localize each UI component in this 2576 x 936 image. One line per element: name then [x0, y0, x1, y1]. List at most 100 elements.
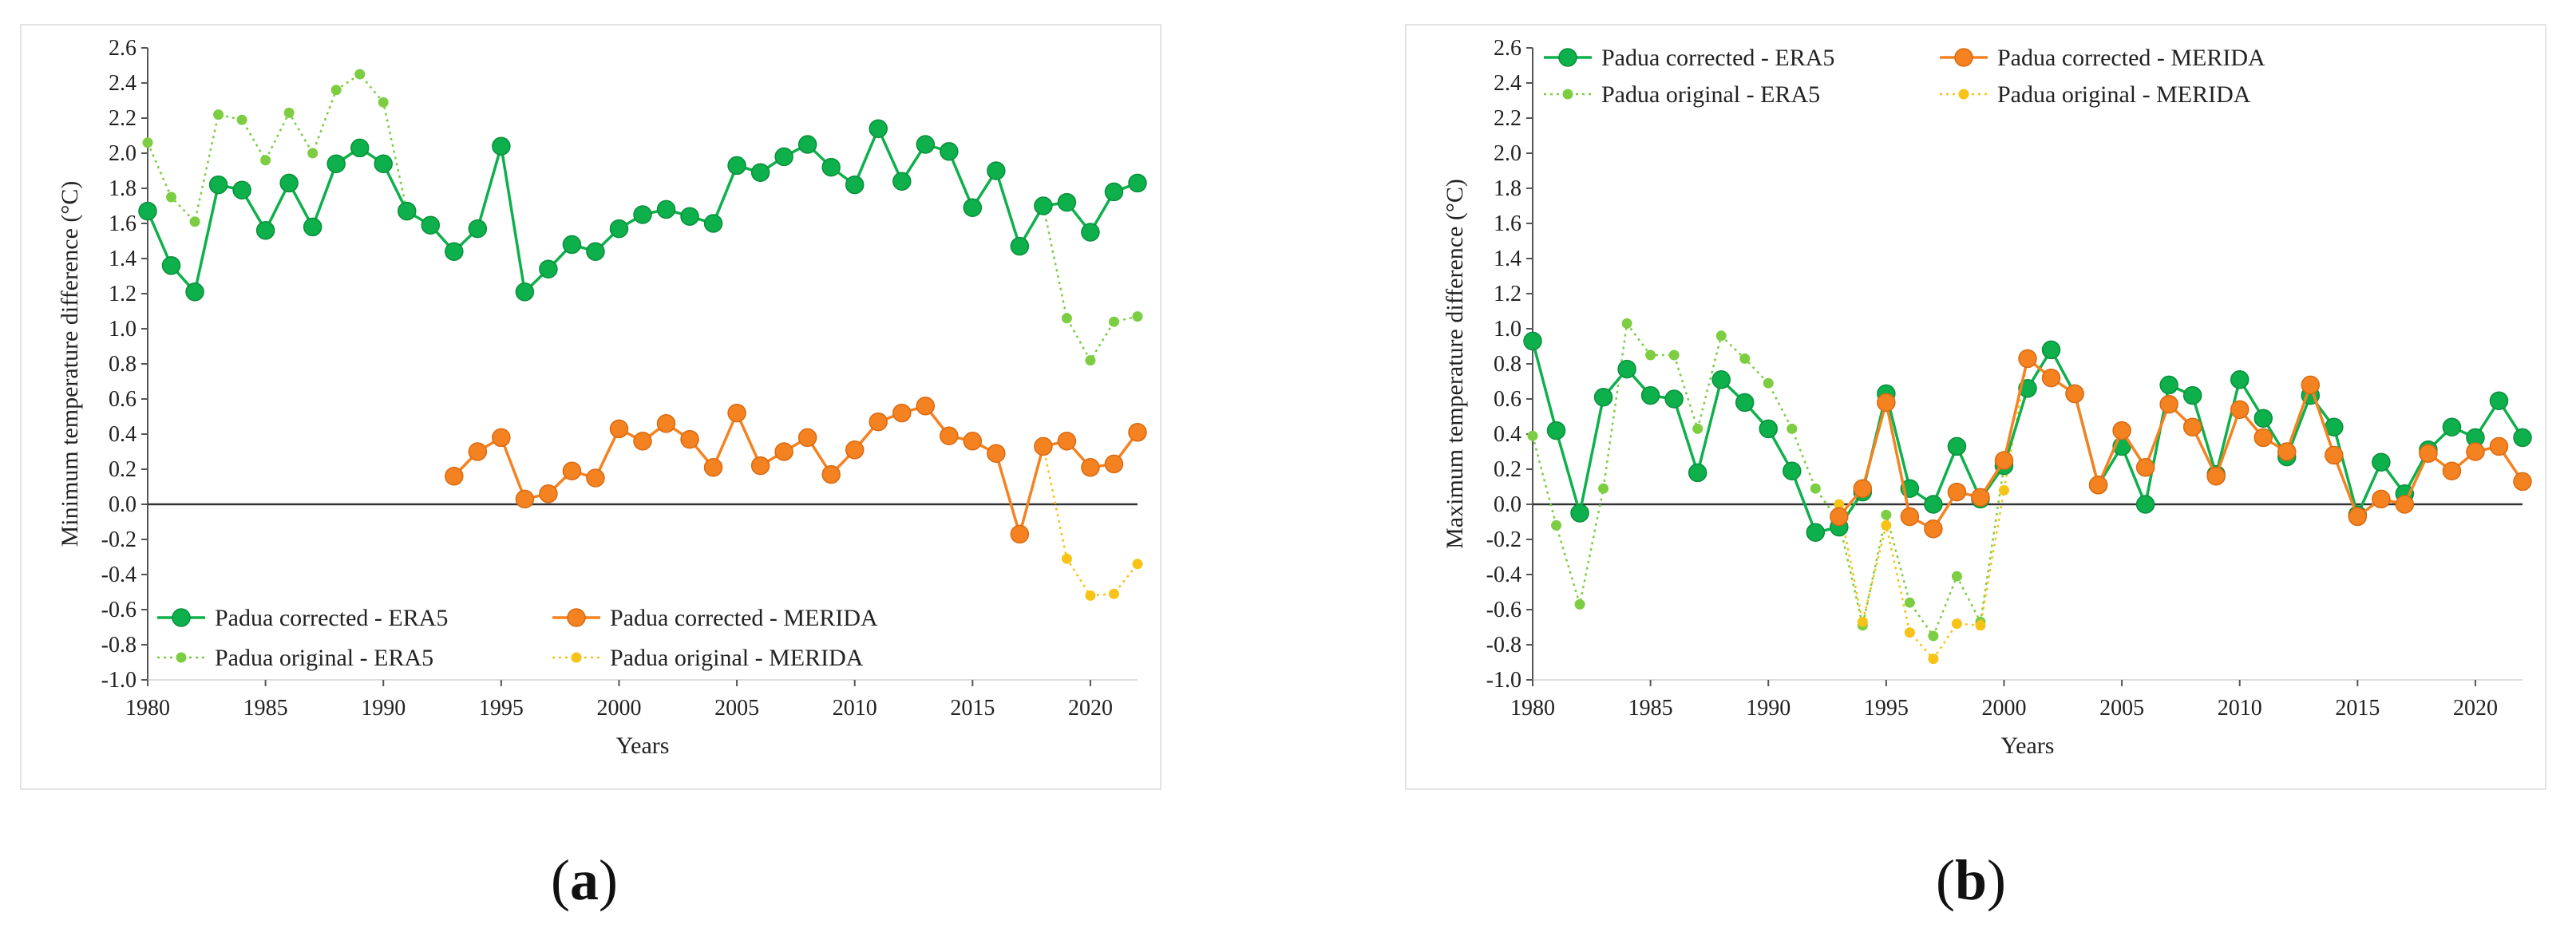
data-point-corrected-era5 — [2230, 370, 2250, 389]
y-tick-label: -0.4 — [101, 563, 137, 587]
y-tick-label: 0.4 — [1494, 422, 1521, 447]
data-point-original-era5 — [1904, 597, 1915, 608]
chart-b-legend: Padua corrected - ERA5 Padua corrected - … — [1544, 45, 2265, 108]
data-point-corrected-era5 — [398, 201, 417, 221]
data-point-original-era5 — [166, 192, 177, 203]
x-tick-label: 2015 — [2335, 696, 2380, 721]
y-tick-label: -0.2 — [1486, 527, 1521, 552]
data-point-original-merida — [1834, 499, 1845, 510]
legend-swatch-marker — [176, 652, 187, 663]
data-point-corrected-merida — [774, 442, 793, 461]
data-point-corrected-merida — [1830, 507, 1849, 527]
data-point-original-merida — [1928, 654, 1939, 665]
data-point-corrected-era5 — [2254, 409, 2273, 428]
x-axis-title: Years — [2001, 733, 2055, 759]
data-point-corrected-merida — [633, 432, 652, 451]
data-point-original-merida — [1857, 616, 1868, 627]
data-point-corrected-merida — [2325, 445, 2344, 465]
y-tick-label: 1.0 — [1494, 317, 1521, 342]
data-point-corrected-era5 — [2159, 375, 2178, 395]
x-tick-label: 2020 — [2453, 696, 2498, 721]
chart-a-series-corrected-era5 — [138, 119, 1147, 302]
x-tick-label: 1980 — [125, 696, 170, 721]
data-point-corrected-era5 — [940, 142, 959, 161]
data-point-original-era5 — [1621, 318, 1632, 329]
data-point-corrected-era5 — [774, 147, 793, 167]
data-point-corrected-merida — [1924, 519, 1943, 539]
data-point-corrected-era5 — [1546, 421, 1566, 440]
data-point-corrected-era5 — [1783, 461, 1802, 480]
data-point-original-era5 — [189, 216, 200, 227]
data-point-corrected-merida — [1900, 507, 1920, 527]
data-point-corrected-era5 — [987, 161, 1006, 180]
data-point-original-merida — [1061, 553, 1072, 564]
data-point-corrected-merida — [2206, 467, 2226, 486]
data-point-corrected-merida — [1034, 436, 1053, 456]
data-point-corrected-era5 — [1057, 192, 1077, 212]
data-point-original-era5 — [1715, 330, 1727, 342]
data-point-original-era5 — [260, 155, 271, 166]
data-point-corrected-merida — [445, 467, 464, 486]
data-point-corrected-era5 — [1570, 504, 1589, 523]
data-point-original-era5 — [1881, 509, 1892, 520]
data-point-corrected-era5 — [2041, 340, 2061, 360]
data-point-corrected-era5 — [374, 154, 393, 173]
chart-a-svg: -1.0 -0.8 -0.6 -0.4 -0.2 0.0 0.2 0.4 0.6 0.8 1.0 1.… — [57, 36, 1147, 759]
x-tick-label: 1990 — [1746, 696, 1791, 721]
data-point-original-era5 — [1132, 311, 1143, 322]
data-point-corrected-era5 — [963, 198, 983, 217]
data-point-original-era5 — [1645, 350, 1656, 361]
data-point-corrected-merida — [609, 419, 629, 439]
data-point-original-era5 — [1061, 313, 1072, 324]
data-point-original-era5 — [1692, 423, 1703, 434]
data-point-corrected-merida — [539, 484, 558, 504]
data-point-corrected-era5 — [2372, 452, 2391, 472]
chart-a-legend: Padua corrected - ERA5 Padua corrected - … — [157, 605, 878, 671]
data-point-original-era5 — [1527, 430, 1538, 441]
data-point-corrected-era5 — [1640, 385, 1660, 405]
data-point-corrected-era5 — [586, 242, 605, 261]
data-point-original-era5 — [378, 97, 389, 108]
x-tick-label: 1985 — [1628, 696, 1673, 721]
data-point-corrected-era5 — [2489, 391, 2509, 410]
data-point-corrected-merida — [2041, 368, 2061, 388]
data-point-original-era5 — [1108, 316, 1119, 327]
panel-label-b: (b) — [1936, 848, 2007, 912]
y-tick-label: -0.2 — [101, 527, 137, 552]
data-point-corrected-era5 — [1924, 495, 1943, 514]
data-point-corrected-merida — [987, 444, 1006, 463]
data-point-corrected-era5 — [2018, 379, 2037, 398]
data-point-corrected-era5 — [515, 282, 535, 302]
y-tick-label: 0.6 — [109, 387, 137, 412]
legend-label: Padua original - ERA5 — [215, 645, 433, 671]
data-point-corrected-era5 — [1010, 236, 1030, 256]
x-tick-label: 1990 — [361, 696, 406, 721]
data-point-corrected-era5 — [326, 154, 346, 173]
data-point-corrected-era5 — [750, 163, 770, 182]
data-point-corrected-merida — [656, 414, 676, 433]
legend-swatch-marker — [172, 608, 191, 627]
data-point-corrected-merida — [1971, 488, 1990, 507]
data-point-corrected-merida — [2230, 400, 2250, 419]
y-tick-label: 1.4 — [109, 247, 137, 271]
data-point-corrected-era5 — [1081, 223, 1100, 242]
y-tick-label: 1.2 — [1494, 282, 1521, 306]
data-point-corrected-era5 — [727, 156, 746, 176]
series-line-original-merida — [453, 405, 1138, 597]
legend-swatch-marker — [1558, 48, 1577, 67]
data-point-corrected-era5 — [609, 219, 629, 239]
y-tick-label: 0.2 — [109, 457, 137, 482]
chart-a-series-corrected-merida — [445, 397, 1147, 544]
y-tick-label: 2.4 — [1494, 71, 1521, 96]
y-tick-label: 0.8 — [109, 352, 137, 377]
x-tick-label: 1995 — [479, 696, 524, 721]
legend-swatch-marker — [1562, 89, 1573, 100]
data-point-corrected-era5 — [2513, 428, 2532, 448]
data-point-corrected-merida — [1057, 432, 1077, 451]
x-tick-label: 1985 — [243, 696, 288, 721]
data-point-corrected-merida — [562, 461, 582, 480]
data-point-corrected-merida — [750, 456, 770, 476]
x-tick-label: 2015 — [950, 696, 995, 721]
data-point-corrected-era5 — [821, 157, 841, 177]
data-point-corrected-merida — [916, 397, 936, 416]
